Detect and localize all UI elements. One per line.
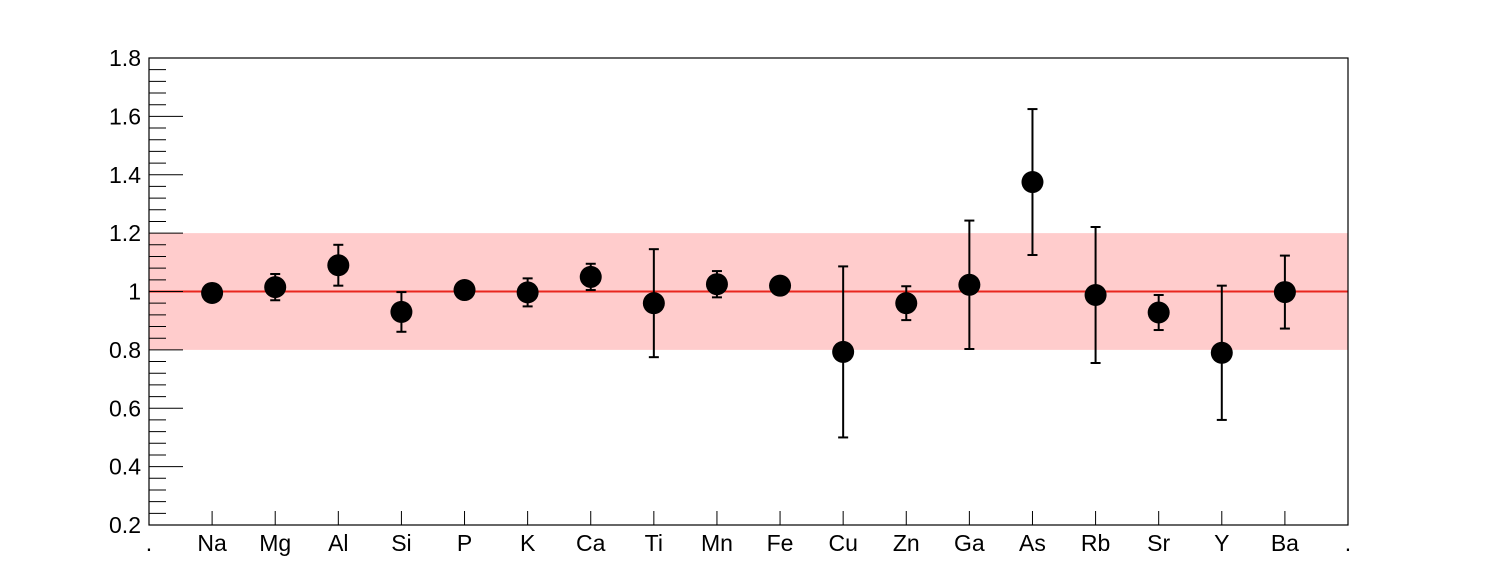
x-tick-label: Zn bbox=[893, 530, 920, 556]
y-axis: 0.2 0.4 0.6 0.8 1 1.2 1.4 1.6 1.8 bbox=[109, 45, 183, 538]
y-tick-label: 1.8 bbox=[109, 45, 141, 71]
data-marker bbox=[832, 340, 855, 363]
y-tick-label: 1.6 bbox=[109, 103, 141, 129]
x-tick-label: Y bbox=[1214, 530, 1229, 556]
y-tick-label: 0.4 bbox=[109, 454, 141, 480]
x-tick-label: Al bbox=[328, 530, 348, 556]
data-marker bbox=[1147, 301, 1170, 324]
data-points-layer bbox=[201, 108, 1296, 439]
data-point-as bbox=[1021, 108, 1044, 257]
data-point-fe bbox=[769, 274, 792, 297]
data-point-al bbox=[327, 243, 350, 287]
data-marker bbox=[390, 300, 413, 323]
data-marker bbox=[579, 265, 602, 288]
x-tick-label: Rb bbox=[1081, 530, 1110, 556]
data-marker bbox=[1084, 284, 1107, 307]
data-marker bbox=[516, 281, 539, 304]
data-point-zn bbox=[895, 285, 918, 322]
x-tick-label: Ga bbox=[954, 530, 985, 556]
x-tick-label: Mg bbox=[259, 530, 291, 556]
y-tick-label: 0.6 bbox=[109, 395, 141, 421]
x-tick-label: . bbox=[146, 530, 152, 556]
x-tick-label: . bbox=[1345, 530, 1351, 556]
data-marker bbox=[705, 273, 728, 296]
data-point-ca bbox=[579, 262, 602, 292]
data-point-p bbox=[453, 279, 476, 302]
x-tick-label: Ca bbox=[576, 530, 606, 556]
x-tick-label: Fe bbox=[767, 530, 794, 556]
y-tick-label: 0.2 bbox=[109, 512, 141, 538]
x-tick-label: As bbox=[1019, 530, 1046, 556]
data-point-cu bbox=[832, 265, 855, 439]
data-marker bbox=[958, 273, 981, 296]
data-point-rb bbox=[1084, 225, 1107, 365]
data-marker bbox=[453, 279, 476, 302]
data-point-mn bbox=[705, 270, 728, 299]
data-point-ba bbox=[1273, 254, 1296, 330]
y-tick-label: 0.8 bbox=[109, 337, 141, 363]
data-marker bbox=[327, 254, 350, 277]
data-point-sr bbox=[1147, 294, 1170, 332]
x-tick-label: Ti bbox=[645, 530, 663, 556]
x-tick-label: Na bbox=[197, 530, 227, 556]
data-point-si bbox=[390, 291, 413, 333]
x-tick-label: Sr bbox=[1147, 530, 1170, 556]
data-marker bbox=[264, 276, 287, 299]
data-marker bbox=[1273, 281, 1296, 304]
data-marker bbox=[895, 292, 918, 315]
data-point-ga bbox=[958, 219, 981, 350]
data-point-y bbox=[1210, 284, 1233, 421]
data-marker bbox=[642, 292, 665, 315]
data-marker bbox=[769, 274, 792, 297]
x-tick-label: Si bbox=[391, 530, 411, 556]
data-point-na bbox=[201, 281, 224, 304]
y-tick-label: 1 bbox=[128, 279, 141, 305]
x-tick-label: Ba bbox=[1271, 530, 1299, 556]
x-tick-label: K bbox=[520, 530, 536, 556]
data-marker bbox=[1021, 171, 1044, 194]
x-tick-label: Cu bbox=[828, 530, 857, 556]
y-tick-label: 1.2 bbox=[109, 220, 141, 246]
x-tick-label: P bbox=[457, 530, 472, 556]
data-point-k bbox=[516, 277, 539, 308]
x-axis: . Na Mg Al Si P K Ca Ti Mn Fe Cu Zn Ga As Rb Sr Y Ba. bbox=[146, 511, 1351, 556]
x-tick-label: Mn bbox=[701, 530, 733, 556]
data-point-ti bbox=[642, 248, 665, 359]
data-marker bbox=[1210, 341, 1233, 364]
data-marker bbox=[201, 281, 224, 304]
y-tick-label: 1.4 bbox=[109, 162, 141, 188]
data-point-mg bbox=[264, 272, 287, 302]
